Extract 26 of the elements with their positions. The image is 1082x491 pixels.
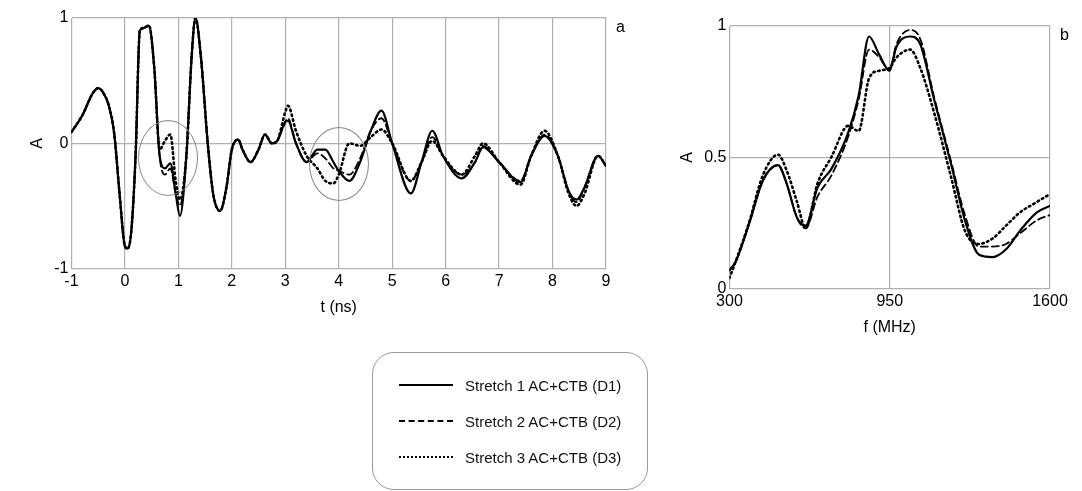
text: b — [1060, 26, 1069, 44]
x-tick-label: 5 — [387, 271, 397, 289]
x-axis-title: t (ns) — [320, 297, 357, 315]
y-axis-title: A — [678, 151, 696, 163]
y-tick-label: 1 — [59, 8, 69, 26]
x-axis-title: f (MHz) — [863, 317, 916, 335]
x-tick-label: 6 — [441, 271, 451, 289]
legend-label: Stretch 2 AC+CTB (D2) — [465, 412, 622, 430]
y-tick-label: 0 — [59, 133, 69, 151]
x-tick-label: 9 — [601, 271, 611, 289]
x-tick-label: 1 — [173, 271, 183, 289]
x-tick-label: 1600 — [1032, 291, 1068, 309]
x-tick-label: 3 — [280, 271, 290, 289]
x-tick-label: 8 — [548, 271, 558, 289]
y-tick-label: 1 — [717, 16, 727, 34]
x-tick-label: 0 — [120, 271, 130, 289]
y-tick-label: -1 — [54, 259, 69, 277]
legend-label: Stretch 1 AC+CTB (D1) — [465, 376, 622, 394]
legend-label: Stretch 3 AC+CTB (D3) — [465, 448, 622, 466]
y-tick-label: 0.5 — [704, 147, 727, 165]
x-tick-label: 2 — [227, 271, 237, 289]
x-tick-label: 950 — [876, 291, 904, 309]
x-tick-label: 7 — [494, 271, 504, 289]
text: a — [616, 18, 625, 36]
x-tick-label: 4 — [334, 271, 344, 289]
y-axis-title: A — [28, 137, 46, 149]
